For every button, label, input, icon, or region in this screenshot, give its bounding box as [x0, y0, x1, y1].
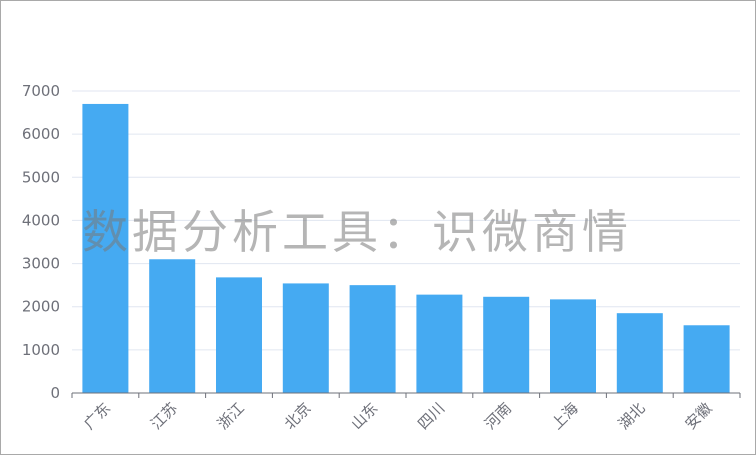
bar[interactable] — [683, 325, 730, 393]
y-tick-label: 7000 — [22, 82, 60, 100]
y-tick-label: 0 — [50, 384, 60, 402]
x-axis-labels: 广东 江苏 浙江 北京 山东 四川 河南 上海 湖北 安徽 — [80, 399, 715, 433]
y-axis-ticks: 0 1000 2000 3000 4000 5000 6000 7000 — [22, 82, 60, 402]
x-tick-label: 浙江 — [214, 399, 248, 433]
bar[interactable] — [149, 259, 196, 393]
x-tick-label: 山东 — [347, 399, 381, 433]
y-tick-label: 1000 — [22, 341, 60, 359]
x-tick-label: 北京 — [281, 399, 315, 433]
x-tick-label: 广东 — [80, 399, 114, 433]
bar[interactable] — [349, 285, 396, 393]
y-tick-label: 3000 — [22, 255, 60, 273]
bars — [82, 103, 730, 393]
x-tick-label: 江苏 — [147, 399, 181, 433]
x-axis — [71, 392, 741, 398]
bar[interactable] — [216, 277, 262, 393]
x-tick-label: 上海 — [548, 399, 582, 433]
bar[interactable] — [616, 313, 663, 393]
bar[interactable] — [550, 299, 596, 393]
y-tick-label: 6000 — [22, 125, 60, 143]
x-tick-label: 湖北 — [615, 399, 649, 433]
bar[interactable] — [483, 296, 530, 393]
x-tick-label: 安徽 — [681, 399, 715, 433]
y-tick-label: 5000 — [22, 168, 60, 186]
x-tick-label: 河南 — [481, 399, 515, 433]
bar[interactable] — [282, 283, 329, 393]
bar[interactable] — [416, 294, 463, 393]
x-tick-label: 四川 — [414, 399, 448, 433]
bar[interactable] — [82, 103, 129, 393]
y-tick-label: 2000 — [22, 298, 60, 316]
y-tick-label: 4000 — [22, 211, 60, 229]
